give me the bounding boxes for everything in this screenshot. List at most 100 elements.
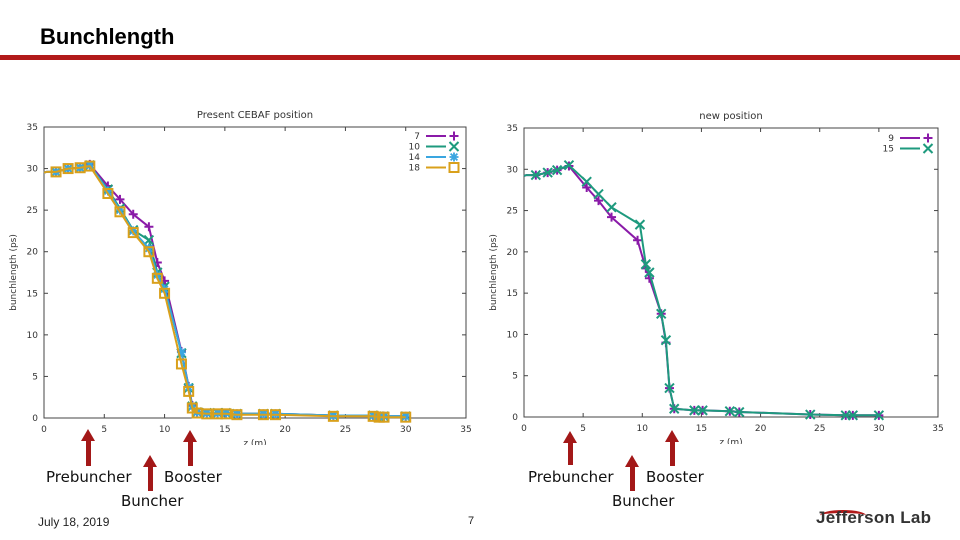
data-point — [127, 227, 139, 239]
data-point — [84, 160, 96, 172]
legend-marker — [449, 131, 459, 141]
x-tick-label: 35 — [932, 424, 943, 434]
x-tick-label: 30 — [873, 424, 885, 434]
data-point — [593, 188, 604, 200]
x-tick-label: 15 — [219, 425, 230, 435]
data-point — [581, 176, 592, 187]
data-point — [128, 209, 138, 219]
x-tick-label: 5 — [101, 425, 107, 435]
data-point — [873, 410, 885, 421]
data-point — [367, 410, 379, 422]
x-tick-label: 10 — [637, 424, 649, 434]
left-prebuncher-label: Prebuncher — [46, 468, 132, 486]
data-point — [644, 267, 655, 278]
right-buncher-arrow — [625, 455, 639, 491]
data-point — [257, 409, 269, 421]
data-point — [144, 222, 154, 232]
y-tick-label: 0 — [512, 413, 518, 423]
data-point — [594, 196, 604, 206]
chart-title: new position — [699, 111, 762, 122]
x-tick-label: 20 — [755, 424, 767, 434]
y-tick-label: 25 — [507, 207, 518, 217]
series-9 — [523, 161, 884, 420]
data-point — [656, 308, 667, 319]
data-point — [400, 411, 412, 423]
logo-swoosh — [820, 510, 866, 521]
y-tick-label: 20 — [507, 248, 519, 258]
series-line-9 — [523, 165, 879, 417]
page-number: 7 — [468, 515, 475, 527]
y-tick-label: 0 — [32, 414, 38, 424]
data-point — [542, 167, 553, 178]
data-point — [220, 408, 232, 420]
data-point — [115, 194, 125, 204]
left-booster-label: Booster — [164, 468, 222, 486]
x-axis-label: z (m) — [243, 439, 266, 445]
left-booster-arrow — [183, 430, 197, 466]
data-point — [530, 169, 542, 181]
x-tick-label: 25 — [340, 425, 351, 435]
data-point — [62, 163, 74, 175]
data-point — [50, 166, 62, 178]
data-point — [724, 406, 736, 417]
x-tick-label: 35 — [460, 425, 471, 435]
x-tick-label: 15 — [696, 424, 707, 434]
data-point — [582, 182, 592, 192]
y-tick-label: 20 — [27, 248, 39, 258]
data-point — [143, 246, 155, 258]
y-tick-label: 30 — [27, 165, 39, 175]
y-tick-label: 5 — [32, 372, 38, 382]
y-tick-label: 15 — [27, 289, 38, 299]
y-tick-label: 10 — [27, 331, 39, 341]
legend-marker — [923, 133, 933, 143]
y-tick-label: 10 — [507, 330, 519, 340]
data-point — [634, 219, 646, 230]
data-point — [102, 188, 114, 200]
series-line-15 — [523, 164, 879, 417]
series-14 — [43, 160, 411, 421]
data-point — [151, 272, 163, 284]
left-prebuncher-arrow — [81, 429, 95, 466]
series-line-14 — [43, 164, 406, 418]
series-line-7 — [43, 163, 406, 418]
data-point — [734, 406, 745, 418]
title-underline — [0, 55, 960, 60]
data-point — [327, 410, 339, 422]
data-point — [563, 159, 575, 171]
y-axis-label: bunchlength (ps) — [489, 234, 499, 311]
data-point — [143, 234, 155, 246]
chart-new-position: 0 5 10 15 20 25 30 35 0 5 10 15 20 25 30 35 new position… — [489, 111, 943, 444]
data-point — [660, 335, 672, 346]
data-point — [183, 385, 195, 397]
data-point — [231, 409, 243, 421]
data-point — [378, 411, 390, 423]
y-tick-label: 15 — [507, 289, 518, 299]
legend-marker — [449, 152, 459, 162]
data-point — [176, 347, 186, 357]
data-point — [114, 206, 126, 218]
data-point — [103, 186, 113, 196]
series-18 — [43, 160, 412, 423]
data-point — [664, 382, 675, 394]
series-10 — [43, 160, 411, 422]
data-point — [401, 411, 411, 421]
data-point — [633, 235, 643, 245]
legend-label: 15 — [883, 145, 894, 155]
y-tick-label: 35 — [27, 123, 38, 133]
plot-frame — [43, 126, 467, 419]
x-tick-label: 0 — [521, 424, 527, 434]
x-tick-label: 0 — [41, 425, 47, 435]
legend-marker — [448, 141, 460, 152]
data-point — [201, 408, 213, 420]
y-tick-label: 30 — [507, 165, 519, 175]
data-point — [269, 409, 281, 421]
right-buncher-label: Buncher — [612, 492, 675, 510]
series-7 — [43, 159, 411, 421]
x-tick-label: 30 — [400, 425, 412, 435]
chart-title: Present CEBAF position — [197, 110, 313, 121]
data-point — [175, 358, 187, 370]
legend-label: 18 — [409, 164, 421, 174]
slide-title: Bunchlength — [40, 24, 175, 49]
right-booster-arrow — [665, 430, 679, 466]
jefferson-lab-logo: Jefferson Lab — [816, 508, 932, 527]
